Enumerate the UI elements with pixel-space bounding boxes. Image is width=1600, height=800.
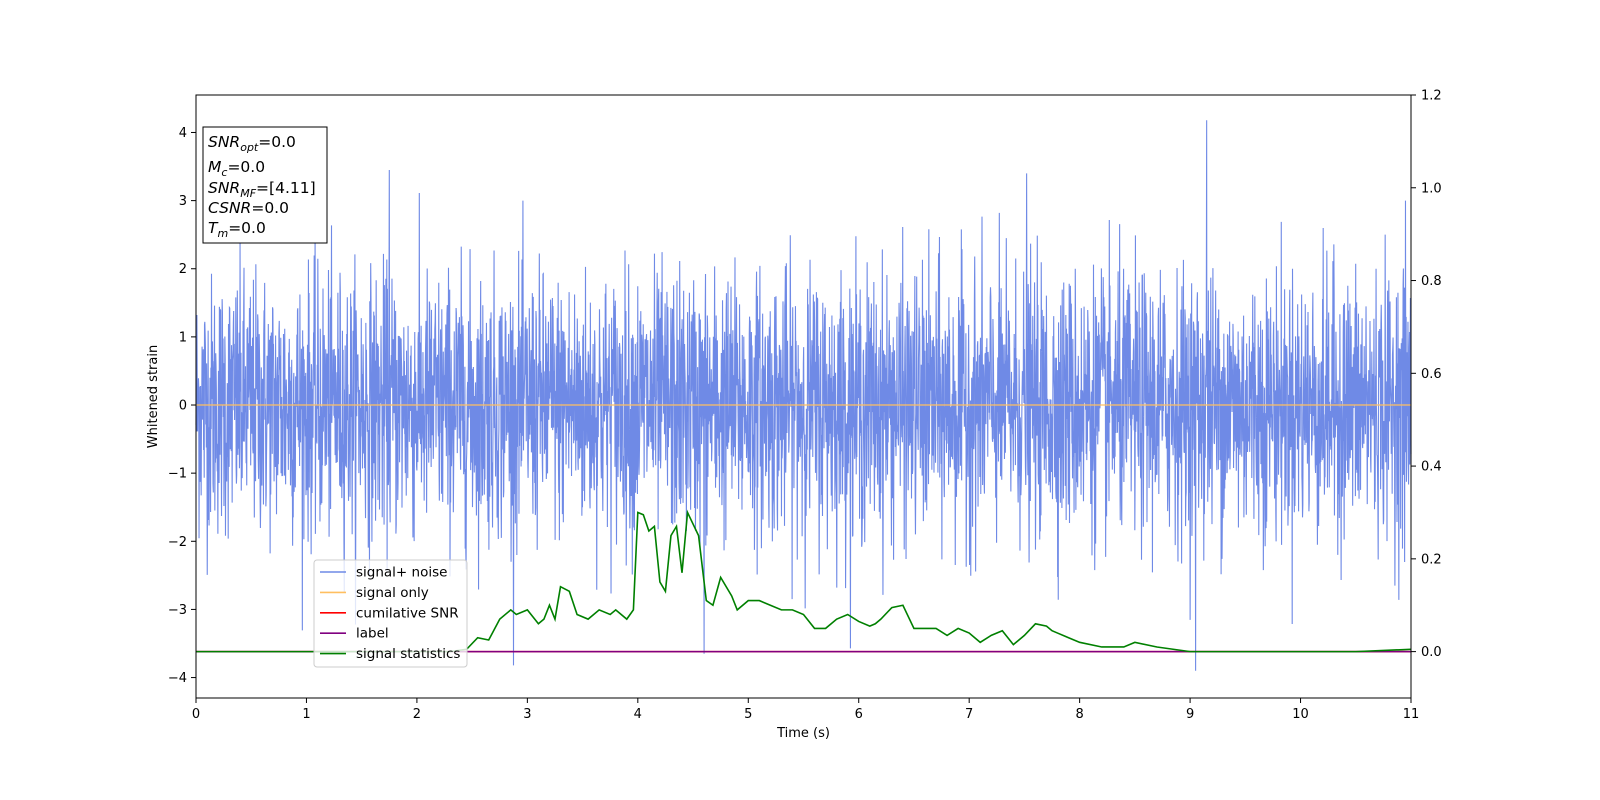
x-tick-label: 6 <box>855 707 863 722</box>
y-tick-label: 4 <box>179 126 187 141</box>
signal-noise-series <box>195 120 1412 671</box>
y-tick-label: −3 <box>168 603 187 618</box>
info-line: SNRMF=[4.11] <box>208 179 316 200</box>
x-tick-label: 5 <box>744 707 752 722</box>
x-tick-label: 4 <box>634 707 642 722</box>
legend-entry: cumilative SNR <box>356 605 459 621</box>
x-tick-label: 8 <box>1075 707 1083 722</box>
legend-entry: signal statistics <box>356 646 460 662</box>
x-tick-label: 10 <box>1292 707 1309 722</box>
legend: signal+ noise signal only cumilative SNR la… <box>313 559 468 668</box>
info-line: Tm=0.0 <box>208 219 266 240</box>
y-tick-label: 3 <box>179 194 187 209</box>
legend-frame <box>313 559 468 668</box>
y2-tick-label: 0.8 <box>1421 274 1442 289</box>
signal-statistics-line <box>196 509 1412 653</box>
x-axis-label: Time (s) <box>776 726 830 741</box>
y2-tick-label: 0.2 <box>1421 552 1442 567</box>
info-box-frame <box>202 126 328 244</box>
y-tick-label: 1 <box>179 330 187 345</box>
y2-ticks: 0.0 0.2 0.4 0.6 0.8 1.0 1.2 <box>1411 89 1442 660</box>
y-tick-label: −1 <box>168 467 187 482</box>
y-tick-label: −2 <box>168 535 187 550</box>
x-tick-label: 9 <box>1186 707 1194 722</box>
y-ticks: −4 −3 −2 −1 0 1 2 3 4 <box>168 126 196 686</box>
plot-frame <box>195 94 1412 699</box>
legend-entry: label <box>356 626 389 642</box>
signal-noise-line <box>195 120 1412 671</box>
y2-tick-label: 1.2 <box>1421 89 1442 104</box>
x-tick-label: 0 <box>192 707 200 722</box>
x-ticks: 0 1 2 3 4 5 6 7 8 9 10 11 <box>192 698 1419 722</box>
x-tick-label: 1 <box>302 707 310 722</box>
y-axis-label: Whitened strain <box>146 345 161 448</box>
y2-tick-label: 1.0 <box>1421 181 1442 196</box>
x-tick-label: 7 <box>965 707 973 722</box>
y2-tick-label: 0.0 <box>1421 645 1442 660</box>
x-tick-label: 3 <box>523 707 531 722</box>
y-tick-label: 2 <box>179 262 187 277</box>
info-line: Mc=0.0 <box>208 158 265 179</box>
legend-entry: signal+ noise <box>356 565 447 581</box>
info-line: SNRopt=0.0 <box>208 133 296 154</box>
x-tick-label: 11 <box>1403 707 1420 722</box>
legend-entry: signal only <box>356 585 429 601</box>
y2-tick-label: 0.4 <box>1421 460 1442 475</box>
y2-tick-label: 0.6 <box>1421 367 1442 382</box>
y-tick-label: 0 <box>179 399 187 414</box>
y-tick-label: −4 <box>168 671 187 686</box>
info-line: CSNR=0.0 <box>208 199 289 217</box>
x-tick-label: 2 <box>413 707 421 722</box>
